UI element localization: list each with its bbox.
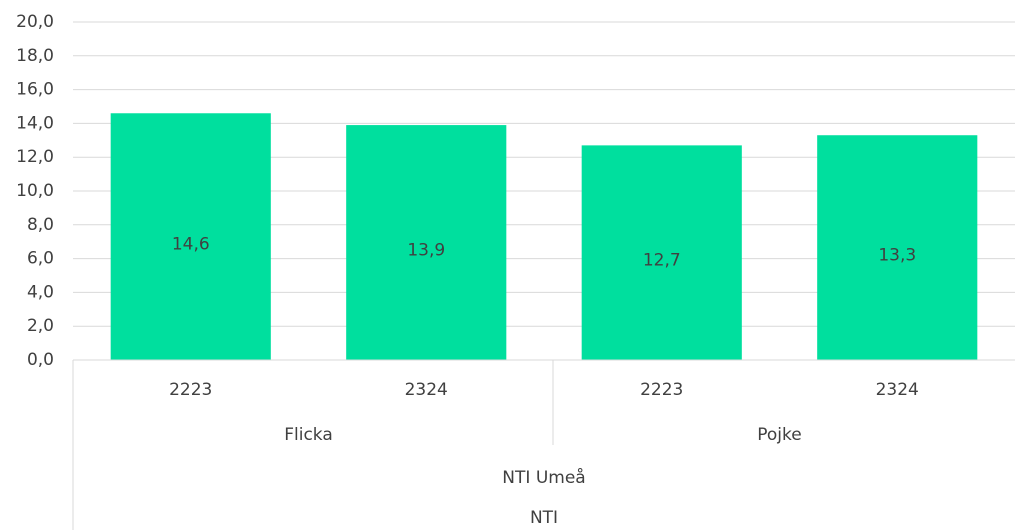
data-label: 13,3 — [878, 246, 916, 266]
outer-category-label: NTI — [530, 508, 558, 528]
y-tick-label: 0,0 — [27, 350, 54, 370]
x-tick-label: 2324 — [876, 380, 919, 400]
y-tick-label: 4,0 — [27, 282, 54, 302]
group-label: Pojke — [757, 425, 801, 445]
y-tick-label: 8,0 — [27, 215, 54, 235]
bar — [346, 125, 507, 360]
data-label: 12,7 — [643, 251, 681, 271]
bar — [817, 135, 978, 360]
data-label: 14,6 — [172, 235, 210, 255]
bar — [581, 145, 742, 360]
data-label: 13,9 — [407, 241, 445, 261]
group-label: Flicka — [284, 425, 333, 445]
outer-category-label: NTI Umeå — [502, 467, 585, 488]
y-tick-label: 2,0 — [27, 316, 54, 336]
x-tick-label: 2324 — [405, 380, 448, 400]
y-tick-label: 20,0 — [16, 12, 54, 32]
y-tick-label: 14,0 — [16, 113, 54, 133]
y-tick-label: 16,0 — [16, 80, 54, 100]
y-tick-label: 6,0 — [27, 249, 54, 269]
bar — [110, 113, 271, 360]
y-tick-label: 18,0 — [16, 46, 54, 66]
x-tick-label: 2223 — [169, 380, 212, 400]
y-tick-label: 12,0 — [16, 147, 54, 167]
x-tick-label: 2223 — [640, 380, 683, 400]
y-tick-label: 10,0 — [16, 181, 54, 201]
